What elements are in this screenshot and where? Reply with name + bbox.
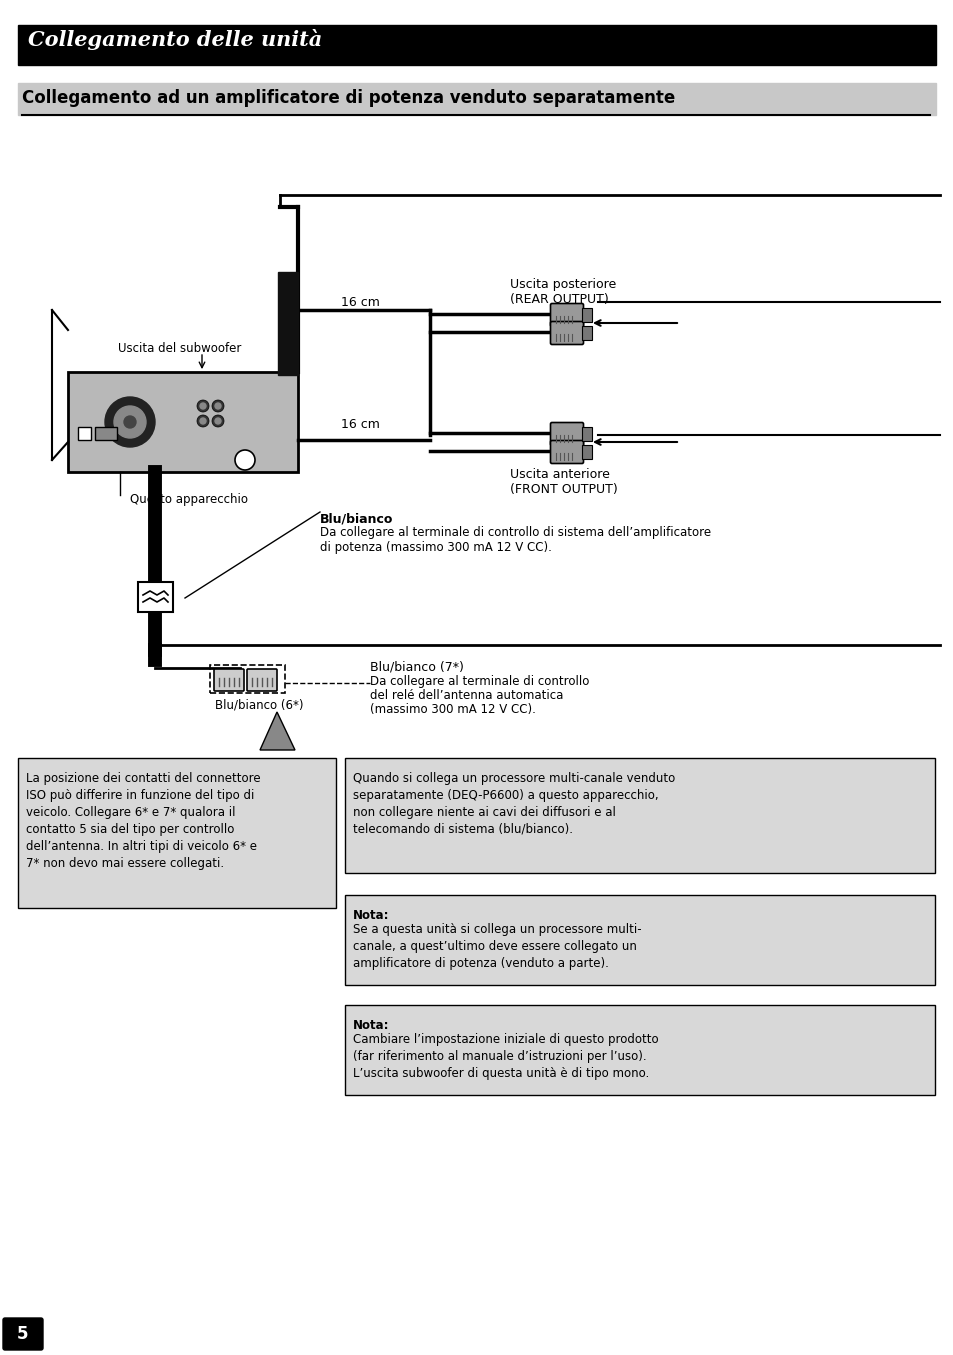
Circle shape (200, 402, 206, 409)
FancyBboxPatch shape (247, 669, 276, 691)
Text: Se a questa unità si collega un processore multi-
canale, a quest’ultimo deve es: Se a questa unità si collega un processo… (353, 923, 641, 970)
Text: Blu/bianco (6*): Blu/bianco (6*) (214, 698, 303, 711)
Bar (68, 373, 297, 472)
FancyBboxPatch shape (550, 423, 583, 446)
Bar (18, 83, 935, 115)
FancyBboxPatch shape (550, 321, 583, 344)
FancyBboxPatch shape (550, 440, 583, 463)
Bar (277, 272, 297, 375)
Text: Da collegare al terminale di controllo di sistema dell’amplificatore
di potenza : Da collegare al terminale di controllo d… (319, 526, 710, 554)
Text: Cambiare l’impostazione iniziale di questo prodotto
(far riferimento al manuale : Cambiare l’impostazione iniziale di ques… (353, 1033, 658, 1080)
Bar (78, 427, 91, 440)
Text: Collegamento delle unità: Collegamento delle unità (28, 30, 322, 50)
Text: La posizione dei contatti del connettore
ISO può differire in funzione del tipo : La posizione dei contatti del connettore… (26, 772, 260, 870)
Bar (581, 427, 592, 440)
Text: 16 cm: 16 cm (340, 419, 379, 431)
Text: Questo apparecchio: Questo apparecchio (130, 493, 248, 507)
Bar (345, 896, 934, 985)
Bar (138, 583, 172, 612)
Text: Uscita anteriore: Uscita anteriore (510, 467, 609, 481)
Text: Collegamento ad un amplificatore di potenza venduto separatamente: Collegamento ad un amplificatore di pote… (22, 89, 675, 107)
Text: Nota:: Nota: (353, 1019, 389, 1033)
Circle shape (212, 415, 224, 427)
Circle shape (124, 416, 136, 428)
Bar (18, 24, 935, 65)
Bar (581, 444, 592, 459)
FancyBboxPatch shape (3, 1318, 43, 1350)
Text: (FRONT OUTPUT): (FRONT OUTPUT) (510, 482, 618, 496)
FancyBboxPatch shape (550, 304, 583, 327)
Text: Quando si collega un processore multi-canale venduto
separatamente (DEQ-P6600) a: Quando si collega un processore multi-ca… (353, 772, 675, 836)
Bar (581, 308, 592, 322)
Circle shape (196, 415, 209, 427)
Bar (345, 1005, 934, 1095)
Text: (REAR OUTPUT): (REAR OUTPUT) (510, 293, 608, 306)
Text: del relé dell’antenna automatica: del relé dell’antenna automatica (370, 688, 563, 702)
Circle shape (214, 417, 221, 424)
Circle shape (113, 406, 146, 438)
Text: 5: 5 (17, 1325, 29, 1343)
Circle shape (212, 400, 224, 412)
Bar (18, 757, 335, 908)
Bar (345, 757, 934, 873)
Bar (210, 665, 285, 692)
Text: Blu/bianco (7*): Blu/bianco (7*) (370, 660, 463, 673)
Circle shape (200, 417, 206, 424)
Text: 16 cm: 16 cm (340, 295, 379, 309)
Bar (95, 427, 117, 440)
Text: Da collegare al terminale di controllo: Da collegare al terminale di controllo (370, 675, 589, 688)
Text: Uscita del subwoofer: Uscita del subwoofer (118, 341, 241, 355)
Circle shape (234, 450, 254, 470)
Circle shape (105, 397, 154, 447)
Text: Nota:: Nota: (353, 909, 389, 921)
Circle shape (214, 402, 221, 409)
Text: (massimo 300 mA 12 V CC).: (massimo 300 mA 12 V CC). (370, 703, 536, 715)
Text: Blu/bianco: Blu/bianco (319, 512, 393, 524)
Polygon shape (260, 711, 294, 751)
FancyBboxPatch shape (213, 669, 244, 691)
Text: Uscita posteriore: Uscita posteriore (510, 278, 616, 291)
Circle shape (196, 400, 209, 412)
Bar (581, 327, 592, 340)
